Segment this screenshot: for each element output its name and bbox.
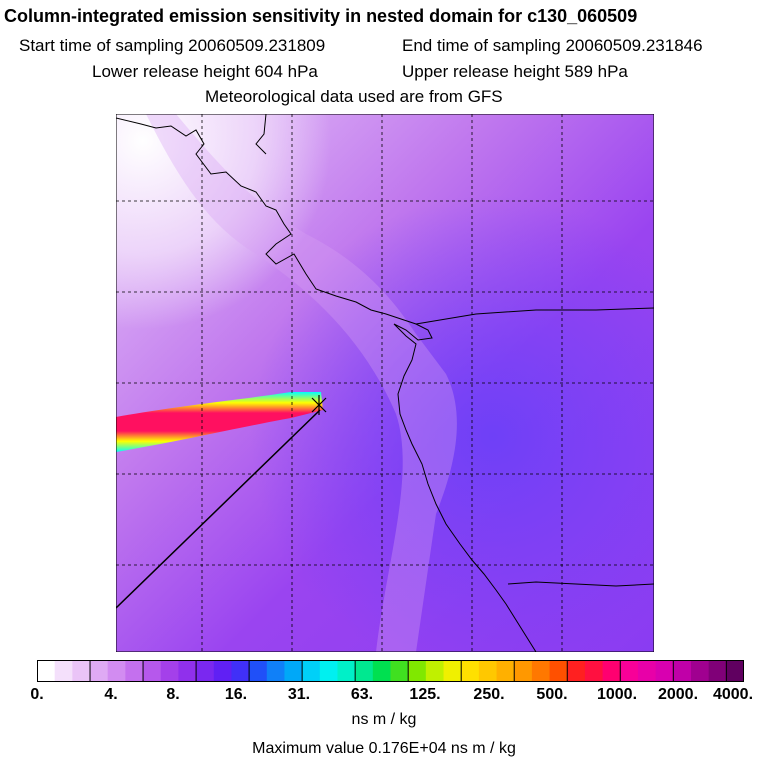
sampling-start-time: Start time of sampling 20060509.231809 [19, 36, 326, 55]
colorbar-cell [620, 660, 639, 682]
colorbar-cell [284, 660, 303, 682]
lower-release-height: Lower release height 604 hPa [92, 62, 318, 81]
colorbar-cell [408, 660, 427, 682]
colorbar-cell [478, 660, 498, 682]
colorbar-cell [302, 660, 321, 682]
colorbar-cell [655, 660, 674, 682]
flight-track [116, 409, 321, 609]
colorbar-cell [496, 660, 515, 682]
colorbar-cell [443, 660, 462, 682]
colorbar-cell [355, 660, 374, 682]
colorbar-tick-label: 16. [224, 686, 248, 703]
colorbar-cell [249, 660, 268, 682]
colorbar-tick-label: 8. [166, 686, 180, 703]
colorbar-cell [266, 660, 285, 682]
colorbar [37, 660, 744, 682]
colorbar-cell [461, 660, 480, 682]
colorbar-cell [337, 660, 356, 682]
colorbar-frame [37, 660, 744, 682]
colorbar-cell [213, 660, 232, 682]
colorbar-cell [637, 660, 657, 682]
colorbar-cell [708, 660, 727, 682]
colorbar-cell [425, 660, 445, 682]
colorbar-cell [178, 660, 197, 682]
colorbar-cell [531, 660, 551, 682]
colorbar-cell [567, 660, 586, 682]
colorbar-tick-label: 2000. [657, 686, 699, 703]
colorbar-cell [90, 660, 109, 682]
emission-plume [116, 392, 323, 452]
met-data-source: Meteorological data used are from GFS [205, 87, 503, 106]
colorbar-cell [602, 660, 621, 682]
upper-release-height: Upper release height 589 hPa [402, 62, 628, 81]
near-zero-region [116, 114, 654, 652]
colorbar-cell [37, 660, 56, 682]
colorbar-tick-label: 0. [30, 686, 44, 703]
colorbar-cell [690, 660, 710, 682]
colorbar-tick-label: 63. [350, 686, 374, 703]
colorbar-cell [125, 660, 144, 682]
release-point-marker [311, 395, 327, 415]
colorbar-tick-label: 31. [287, 686, 311, 703]
maximum-value: Maximum value 0.176E+04 ns m / kg [252, 740, 516, 757]
colorbar-cell [196, 660, 215, 682]
colorbar-cell [231, 660, 250, 682]
colorbar-cell [514, 660, 533, 682]
colorbar-cell [319, 660, 338, 682]
colorbar-tick-label: 500. [536, 686, 568, 703]
colorbar-tick-label: 4. [104, 686, 118, 703]
colorbar-cell [549, 660, 568, 682]
colorbar-cell [673, 660, 692, 682]
colorbar-cell [54, 660, 73, 682]
colorbar-cell [160, 660, 179, 682]
colorbar-cell [372, 660, 391, 682]
colorbar-tick-label: 125. [409, 686, 441, 703]
colorbar-cell [143, 660, 162, 682]
sampling-end-time: End time of sampling 20060509.231846 [402, 36, 703, 55]
colorbar-tick-label: 4000. [712, 686, 754, 703]
colorbar-units: ns m / kg [351, 711, 417, 728]
colorbar-cell [726, 660, 744, 682]
colorbar-cell [72, 660, 91, 682]
colorbar-cell [107, 660, 126, 682]
emission-sensitivity-map [116, 114, 654, 652]
colorbar-cell [584, 660, 604, 682]
plot-title: Column-integrated emission sensitivity i… [4, 6, 638, 26]
colorbar-tick-label: 1000. [596, 686, 638, 703]
coastline [116, 114, 654, 652]
colorbar-cell [390, 660, 409, 682]
colorbar-tick-label: 250. [473, 686, 505, 703]
